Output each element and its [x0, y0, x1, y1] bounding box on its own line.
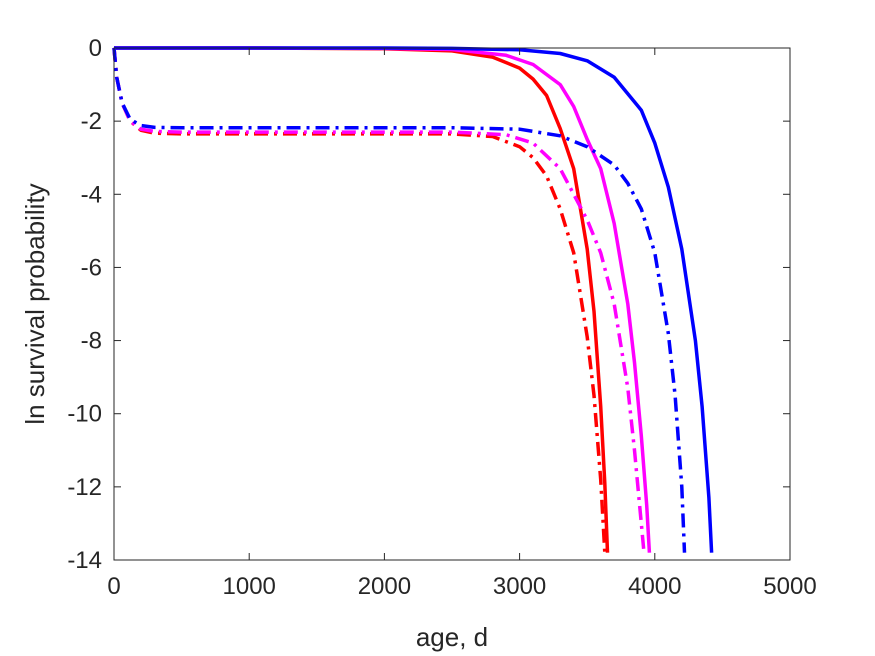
- series-line-5: [112, 47, 646, 553]
- y-tick-label: -4: [81, 181, 102, 208]
- y-tick-label: -14: [67, 547, 102, 574]
- series-line-6: [112, 47, 687, 553]
- x-tick-label: 2000: [358, 573, 411, 600]
- y-tick-label: -8: [81, 328, 102, 355]
- y-axis-label: ln survival probability: [20, 183, 50, 424]
- y-tick-label: -12: [67, 474, 102, 501]
- y-tick-label: -2: [81, 108, 102, 135]
- x-tick-label: 1000: [223, 573, 276, 600]
- x-tick-label: 3000: [493, 573, 546, 600]
- plot-frame: [113, 47, 791, 561]
- x-tick-label: 5000: [763, 573, 816, 600]
- tick-layer: 0 1000 2000 3000 4000 5000 0 -2 -4 -6 -8 -10 -12 -14: [67, 35, 816, 600]
- x-tick-label: 4000: [628, 573, 681, 600]
- x-tick-label: 0: [107, 573, 120, 600]
- y-tick-label: 0: [89, 35, 102, 62]
- y-tick-label: -6: [81, 254, 102, 281]
- y-tick-label: -10: [67, 401, 102, 428]
- x-axis-label: age, d: [416, 622, 488, 652]
